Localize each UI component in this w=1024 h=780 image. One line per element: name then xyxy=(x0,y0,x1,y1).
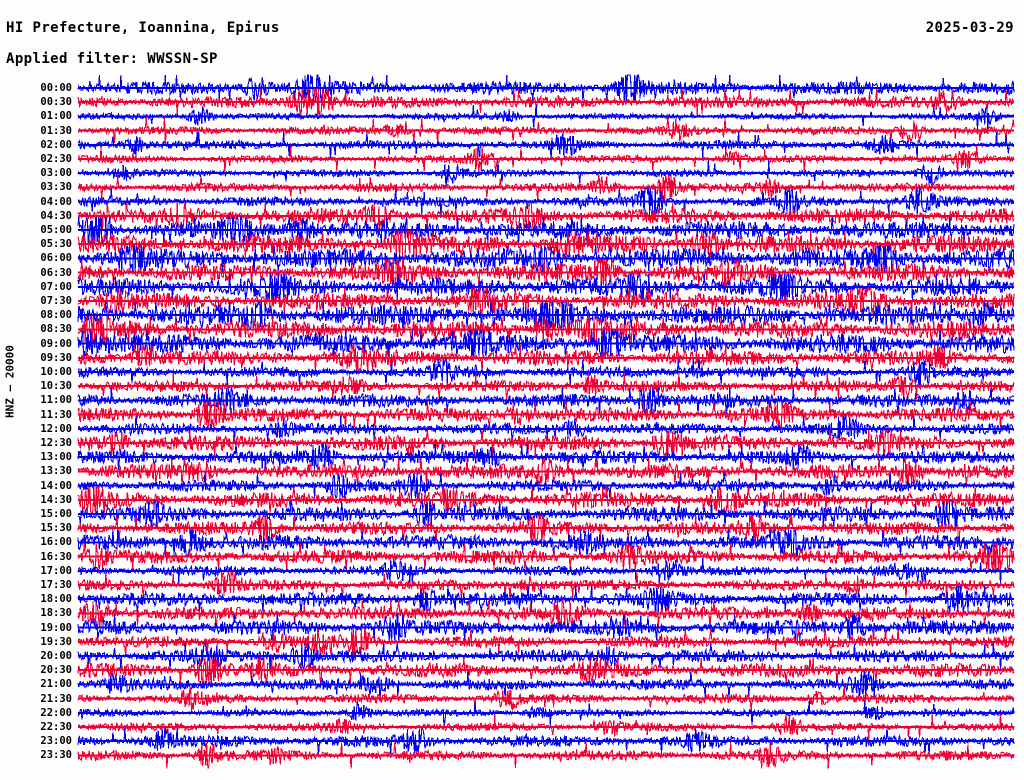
seismic-trace xyxy=(77,514,1015,542)
time-label: 23:00 xyxy=(40,735,72,748)
seismic-trace xyxy=(77,328,1015,358)
seismic-trace xyxy=(77,117,1015,144)
seismic-trace xyxy=(77,400,1015,429)
time-label: 18:00 xyxy=(40,593,72,606)
time-label: 02:00 xyxy=(40,138,72,151)
seismic-trace xyxy=(77,627,1015,655)
time-label: 02:30 xyxy=(40,153,72,165)
time-label: 22:30 xyxy=(40,721,72,733)
time-label: 07:30 xyxy=(40,295,72,307)
time-label: 00:00 xyxy=(40,82,72,94)
time-label: 10:00 xyxy=(40,366,72,378)
time-label: 03:00 xyxy=(40,167,72,180)
record-date: 2025-03-29 xyxy=(925,20,1014,36)
page-title: HI Prefecture, Ioannina, Epirus xyxy=(6,20,280,36)
time-label: 11:00 xyxy=(40,394,72,407)
time-label: 20:00 xyxy=(40,650,72,662)
time-label: 22:00 xyxy=(40,706,72,719)
seismic-trace xyxy=(77,258,1015,288)
time-label: 03:30 xyxy=(40,181,72,194)
time-label: 15:00 xyxy=(40,508,72,520)
time-label: 00:30 xyxy=(40,96,72,109)
time-label: 11:30 xyxy=(40,408,72,421)
seismic-trace xyxy=(77,343,1015,372)
time-label: 10:30 xyxy=(40,380,72,393)
time-label: 09:30 xyxy=(40,351,72,364)
time-label: 21:00 xyxy=(40,678,72,691)
time-label: 19:00 xyxy=(40,621,72,634)
seismic-trace xyxy=(77,429,1015,457)
seismic-trace xyxy=(77,685,1015,712)
time-label: 14:30 xyxy=(40,493,72,506)
time-label: 08:00 xyxy=(40,309,72,322)
time-label: 20:30 xyxy=(40,664,72,677)
time-label: 15:30 xyxy=(40,522,72,535)
time-label: 16:00 xyxy=(40,536,72,549)
time-label: 06:30 xyxy=(40,266,72,279)
time-label: 01:30 xyxy=(40,124,72,137)
time-label: 14:00 xyxy=(40,479,72,492)
time-label: 19:30 xyxy=(40,635,72,648)
time-label: 01:00 xyxy=(40,110,72,123)
time-label: 07:00 xyxy=(40,280,72,293)
time-label: 05:00 xyxy=(40,224,72,236)
seismic-trace xyxy=(77,174,1015,201)
applied-filter-label: Applied filter: WWSSN-SP xyxy=(6,51,218,67)
time-label: 04:30 xyxy=(40,209,72,222)
time-label: 05:30 xyxy=(40,238,72,251)
time-label: 09:00 xyxy=(40,337,72,350)
time-label: 23:30 xyxy=(40,749,72,762)
seismic-trace xyxy=(77,314,1015,343)
time-label: 21:30 xyxy=(40,692,72,705)
time-axis-labels: 00:00 00:30 01:00 01:30 02:00 02:30 03:00 03:30… xyxy=(0,0,72,780)
time-label: 08:30 xyxy=(40,323,72,336)
seismic-trace xyxy=(77,87,1015,116)
time-label: 06:00 xyxy=(40,252,72,265)
time-label: 17:00 xyxy=(40,564,72,577)
time-label: 12:30 xyxy=(40,437,72,449)
time-label: 13:00 xyxy=(40,451,72,464)
time-label: 18:30 xyxy=(40,607,72,620)
time-label: 16:30 xyxy=(40,550,72,563)
seismic-trace xyxy=(77,244,1015,273)
seismic-trace xyxy=(77,387,1015,416)
time-label: 17:30 xyxy=(40,579,72,591)
time-label: 12:00 xyxy=(40,422,72,435)
seismic-trace xyxy=(77,160,1015,187)
time-label: 04:00 xyxy=(40,195,72,208)
time-label: 13:30 xyxy=(40,465,72,478)
seismic-trace xyxy=(77,230,1015,259)
